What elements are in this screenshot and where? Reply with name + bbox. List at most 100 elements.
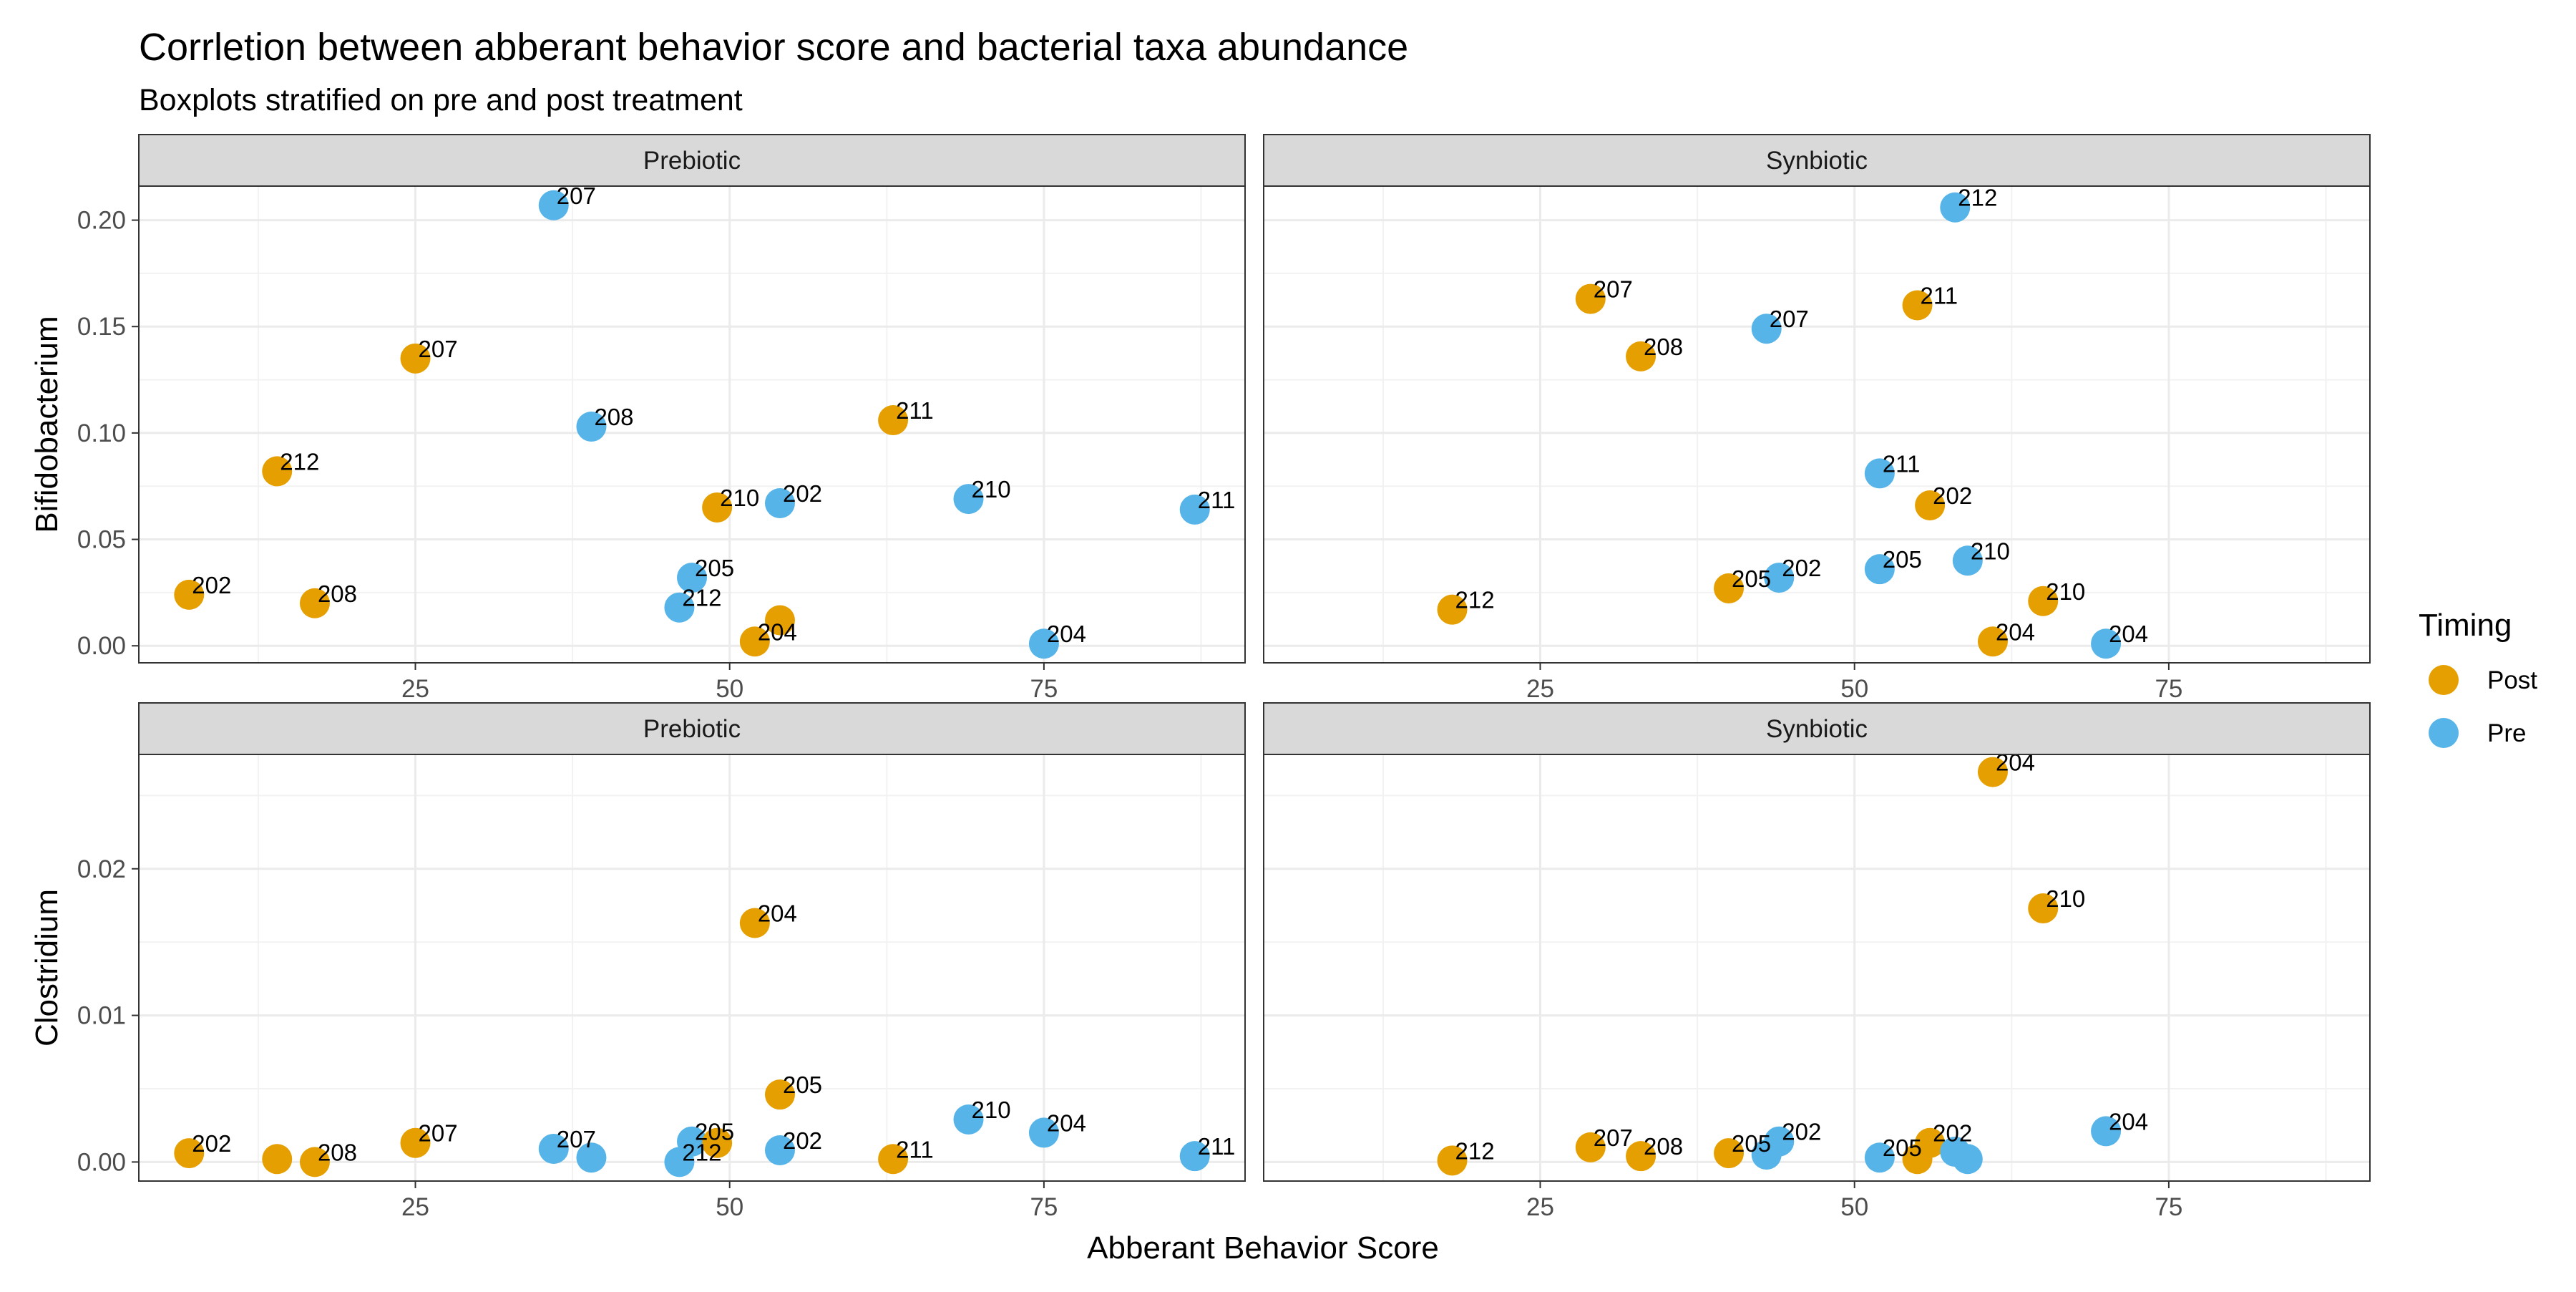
x-tick-label-0-0-1: 50: [716, 675, 743, 703]
point-label-1-1-2: 208: [1644, 1133, 1683, 1160]
x-tick-label-1-0-2: 75: [1030, 1193, 1058, 1221]
panel-bg-1-0: [139, 754, 1245, 1181]
point-label-0-1-7: 205: [1883, 546, 1922, 573]
point-1-1-1: [1575, 1132, 1606, 1162]
point-1-0-15: [1179, 1141, 1210, 1172]
point-label-1-0-3: 207: [419, 1120, 458, 1147]
facet-strip-label-0-0: Prebiotic: [643, 147, 741, 175]
point-label-0-0-8: 210: [720, 485, 759, 511]
point-label-1-1-3: 205: [1732, 1130, 1771, 1157]
point-label-0-0-0: 202: [192, 572, 231, 598]
x-tick-label-1-0-0: 25: [401, 1193, 429, 1221]
point-label-1-0-15: 211: [1198, 1133, 1236, 1160]
point-1-1-13: [2091, 1116, 2122, 1147]
legend-key-post: [2429, 665, 2459, 695]
point-0-0-12: [878, 405, 909, 436]
point-0-1-1: [1575, 283, 1606, 314]
point-label-0-1-0: 212: [1455, 587, 1495, 613]
panel-border-1-1: [1263, 754, 2371, 1182]
point-1-1-3: [1714, 1138, 1745, 1169]
x-tick-label-1-1-1: 50: [1840, 1193, 1868, 1221]
point-1-0-12: [878, 1144, 909, 1175]
panel-border-0-0: [138, 185, 1246, 664]
point-label-0-0-15: 211: [1198, 487, 1236, 513]
point-label-0-1-12: 204: [1996, 618, 2035, 645]
point-label-1-1-12: 210: [2046, 885, 2085, 912]
point-label-0-0-13: 210: [972, 476, 1011, 502]
point-label-1-1-1: 207: [1594, 1125, 1633, 1151]
point-label-0-0-14: 204: [1047, 621, 1086, 647]
point-1-0-5: [576, 1142, 607, 1173]
point-1-0-8: [702, 1127, 733, 1158]
point-1-0-0: [174, 1138, 205, 1169]
point-label-1-0-14: 204: [1047, 1109, 1086, 1136]
point-1-0-10: [764, 1079, 795, 1110]
panel-border-1-0: [138, 754, 1246, 1182]
point-0-0-14: [1028, 628, 1059, 659]
x-tick-label-0-1-0: 25: [1526, 675, 1554, 703]
point-label-1-1-0: 212: [1455, 1137, 1495, 1164]
point-0-0-6: [664, 592, 695, 623]
point-1-0-3: [400, 1127, 431, 1158]
chart-subtitle: Boxplots stratified on pre and post trea…: [139, 83, 743, 117]
point-0-1-0: [1437, 594, 1468, 625]
point-0-0-4: [538, 190, 569, 220]
point-1-1-10: [1952, 1144, 1983, 1175]
point-label-0-1-11: 210: [1971, 538, 2010, 564]
point-0-1-4: [1751, 314, 1782, 344]
point-label-0-0-12: 211: [896, 397, 934, 424]
point-1-1-6: [1864, 1142, 1895, 1173]
point-1-1-11: [1977, 757, 2008, 787]
point-0-0-10: [764, 605, 795, 636]
x-tick-label-0-1-1: 50: [1840, 675, 1868, 703]
point-label-1-0-0: 202: [192, 1130, 231, 1157]
y-tick-label-1-2: 0.02: [77, 855, 126, 883]
point-label-1-0-11: 202: [783, 1127, 822, 1154]
y-tick-label-0-1: 0.05: [77, 526, 126, 554]
point-0-0-5: [576, 411, 607, 442]
panel-bg-0-1: [1264, 186, 2370, 663]
point-0-1-3: [1714, 573, 1745, 603]
y-tick-label-0-4: 0.20: [77, 207, 126, 235]
point-0-1-2: [1626, 341, 1657, 371]
point-1-0-7: [677, 1126, 707, 1157]
legend-label-post: Post: [2487, 666, 2537, 694]
point-label-1-0-9: 204: [758, 900, 797, 927]
y-tick-label-0-2: 0.10: [77, 419, 126, 447]
point-label-0-1-10: 212: [1958, 185, 1997, 211]
point-label-0-0-1: 212: [280, 448, 319, 475]
point-label-1-1-11: 204: [1996, 749, 2035, 776]
point-1-0-11: [764, 1135, 795, 1165]
point-1-0-9: [739, 908, 770, 938]
point-label-0-0-2: 208: [318, 581, 357, 607]
point-0-1-11: [1952, 545, 1983, 576]
x-tick-label-1-1-2: 75: [2155, 1193, 2182, 1221]
facet-strip-label-1-1: Synbiotic: [1766, 715, 1868, 743]
point-label-0-0-7: 205: [695, 555, 734, 581]
point-label-0-0-11: 202: [783, 480, 822, 507]
y-tick-label-0-3: 0.15: [77, 313, 126, 341]
point-0-1-7: [1864, 554, 1895, 585]
point-0-1-6: [1864, 458, 1895, 489]
chart-title: Corrletion between abberant behavior sco…: [139, 26, 1408, 69]
point-1-1-12: [2028, 893, 2059, 924]
point-0-0-11: [764, 488, 795, 519]
point-0-0-1: [262, 456, 293, 487]
point-label-0-1-8: 211: [1921, 283, 1958, 309]
x-tick-label-0-0-2: 75: [1030, 675, 1058, 703]
point-0-0-9: [739, 626, 770, 657]
point-label-1-0-7: 205: [695, 1119, 734, 1145]
legend-title: Timing: [2419, 608, 2512, 643]
y-tick-label-0-0: 0.00: [77, 632, 126, 660]
facet-strip-0-0: [138, 134, 1246, 187]
point-0-0-15: [1179, 494, 1210, 525]
point-1-0-13: [953, 1104, 984, 1135]
point-0-1-10: [1940, 192, 1971, 223]
facet-strip-1-0: [138, 702, 1246, 755]
legend-key-pre: [2429, 718, 2459, 748]
point-1-0-14: [1028, 1117, 1059, 1148]
point-0-0-3: [400, 343, 431, 374]
x-tick-label-0-1-2: 75: [2155, 675, 2182, 703]
